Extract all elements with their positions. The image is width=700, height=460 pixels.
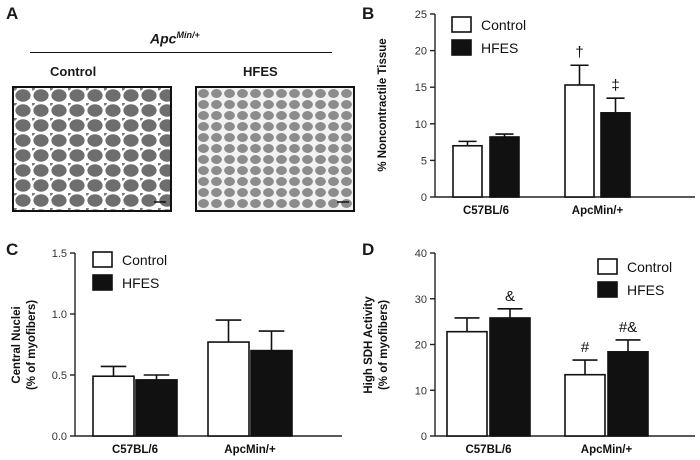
legend-label: Control: [122, 252, 167, 268]
panel-a-divider: [30, 52, 332, 53]
chart-d: 0 10 20 30 40 High SDH Activity (% of myofiber…: [363, 248, 695, 456]
significance-marker: #: [581, 339, 590, 356]
y-tick-label: 1.5: [52, 248, 67, 260]
y-axis-label: % Noncontractile Tissue: [377, 38, 389, 171]
legend-label: HFES: [122, 275, 159, 291]
legend-swatch: [92, 251, 113, 268]
legend-swatch: [451, 39, 472, 56]
significance-marker: ‡: [611, 77, 619, 94]
group-name: Apc: [150, 30, 177, 47]
category-label: ApcMin/+: [572, 205, 624, 217]
bar-hfes: [489, 317, 531, 437]
bar-hfes: [607, 351, 649, 437]
significance-marker: †: [575, 44, 583, 61]
legend-label: Control: [481, 17, 526, 33]
micrograph-hfes-label: HFES: [243, 64, 278, 79]
y-tick-label: 10: [415, 385, 427, 397]
panel-a-group-title: ApcMin/+: [150, 30, 200, 47]
significance-marker: #&: [619, 319, 637, 336]
bar-control: [564, 373, 606, 437]
y-tick-label: 1.0: [52, 309, 67, 321]
bar-control: [92, 375, 135, 437]
chart-b: 0 5 10 15 20 25 % Noncontractile Tissue C57BL/6…: [377, 9, 695, 217]
micrograph-control-texture: [14, 88, 170, 210]
bar-control: [446, 330, 488, 437]
y-tick-label: 0.0: [52, 431, 67, 443]
y-tick-label: 5: [421, 155, 427, 167]
bar-control: [207, 341, 250, 437]
y-tick-label: 15: [415, 82, 427, 94]
bar-hfes: [600, 112, 631, 198]
legend-swatch: [597, 281, 618, 298]
bar-hfes: [250, 349, 293, 437]
y-tick-label: 0: [421, 192, 427, 204]
category-label: ApcMin/+: [581, 444, 633, 456]
significance-marker: &: [505, 288, 515, 305]
y-tick-label: 20: [415, 46, 427, 58]
chart-c: 0.0 0.5 1.0 1.5 Central Nuclei (% of myofiber…: [11, 248, 342, 456]
y-tick-label: 10: [415, 119, 427, 131]
category-label: C57BL/6: [463, 205, 509, 217]
legend-label: Control: [627, 259, 672, 275]
panel-a-letter: A: [6, 4, 19, 23]
bar-hfes: [135, 379, 178, 437]
y-tick-label: 20: [415, 340, 427, 352]
panel-d-letter: D: [362, 240, 375, 259]
legend-swatch: [451, 16, 472, 33]
micrograph-hfes-image: [195, 86, 355, 212]
category-label: C57BL/6: [465, 444, 511, 456]
micrograph-control-label: Control: [50, 64, 97, 79]
y-tick-label: 30: [415, 294, 427, 306]
y-axis-label: Central Nuclei (% of myofibers): [11, 300, 38, 390]
y-tick-label: 0: [421, 431, 427, 443]
legend-swatch: [92, 274, 113, 291]
category-label: ApcMin/+: [224, 444, 276, 456]
micrograph-control-image: [12, 86, 172, 212]
y-tick-label: 0.5: [52, 370, 67, 382]
category-label: C57BL/6: [112, 444, 158, 456]
bar-hfes: [489, 136, 520, 198]
legend-label: HFES: [481, 40, 518, 56]
panel-b-letter: B: [362, 4, 375, 23]
panel-c-letter: C: [6, 240, 19, 259]
y-tick-label: 25: [415, 9, 427, 21]
y-axis-label: High SDH Activity (% of myofibers): [363, 296, 390, 394]
group-genotype: Min/+: [176, 30, 200, 40]
bar-control: [452, 144, 483, 198]
legend-label: HFES: [627, 282, 664, 298]
legend-swatch: [597, 258, 618, 275]
y-tick-label: 40: [415, 248, 427, 260]
bar-control: [564, 84, 595, 198]
micrograph-hfes-texture: [197, 88, 353, 210]
